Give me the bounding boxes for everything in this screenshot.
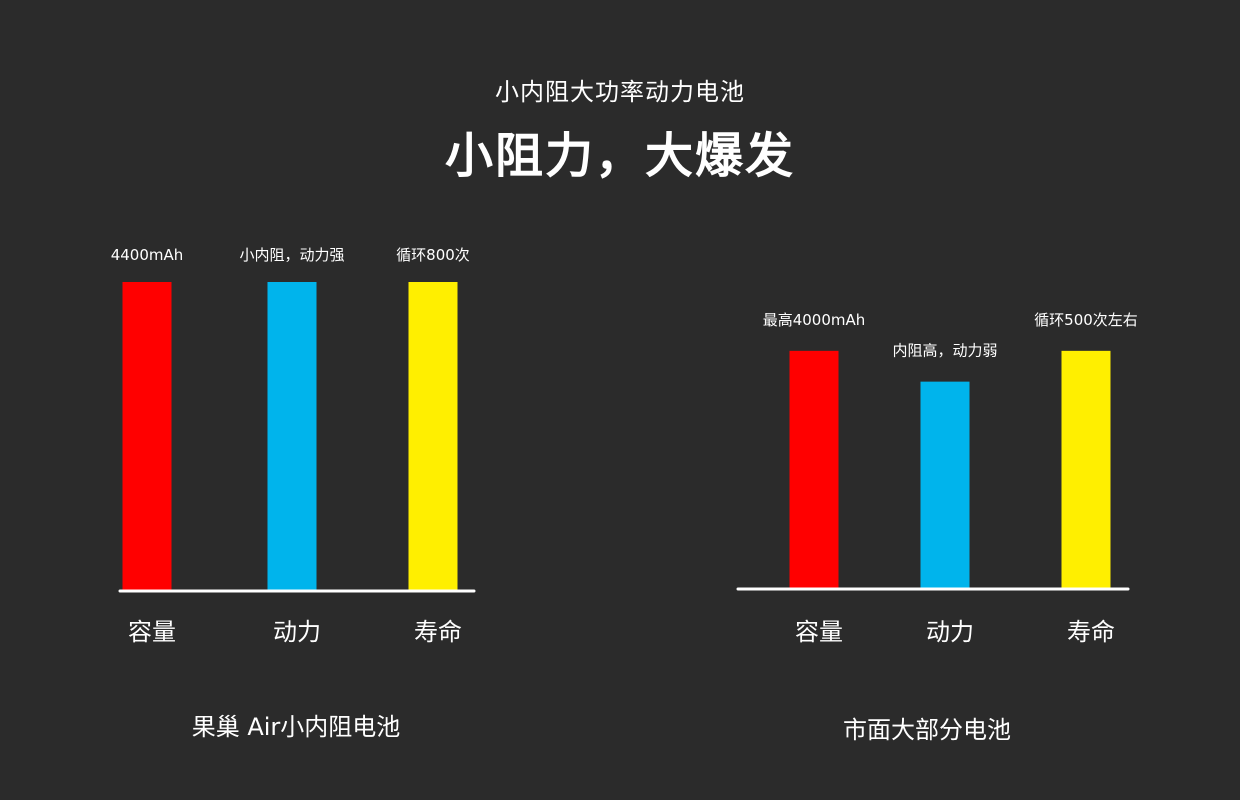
bar-left-1 [122, 282, 172, 590]
category-label-left-1: 容量 [128, 618, 176, 646]
chart-caption-left: 果巢 Air小内阻电池 [191, 713, 401, 741]
chart-caption-right: 市面大部分电池 [843, 716, 1011, 744]
data-label-right-2: 内阻高，动力弱 [892, 342, 997, 360]
bar-right-2 [920, 381, 970, 588]
category-label-right-3: 寿命 [1067, 618, 1115, 646]
page-subtitle: 小内阻大功率动力电池 [495, 78, 745, 106]
category-label-right-1: 容量 [795, 618, 843, 646]
bar-right-3 [1061, 350, 1111, 588]
category-label-right-2: 动力 [926, 618, 974, 646]
page-title: 小阻力，大爆发 [444, 128, 795, 184]
bar-left-2 [267, 282, 317, 590]
data-label-right-3: 循环500次左右 [1034, 311, 1138, 329]
bar-left-3 [408, 282, 458, 590]
bar-right-1 [789, 350, 839, 588]
data-label-left-1: 4400mAh [111, 246, 184, 264]
data-label-left-2: 小内阻，动力强 [239, 246, 344, 264]
data-label-right-1: 最高4000mAh [763, 311, 866, 329]
category-label-left-3: 寿命 [414, 618, 462, 646]
category-label-left-2: 动力 [273, 618, 321, 646]
data-label-left-3: 循环800次 [396, 246, 470, 264]
